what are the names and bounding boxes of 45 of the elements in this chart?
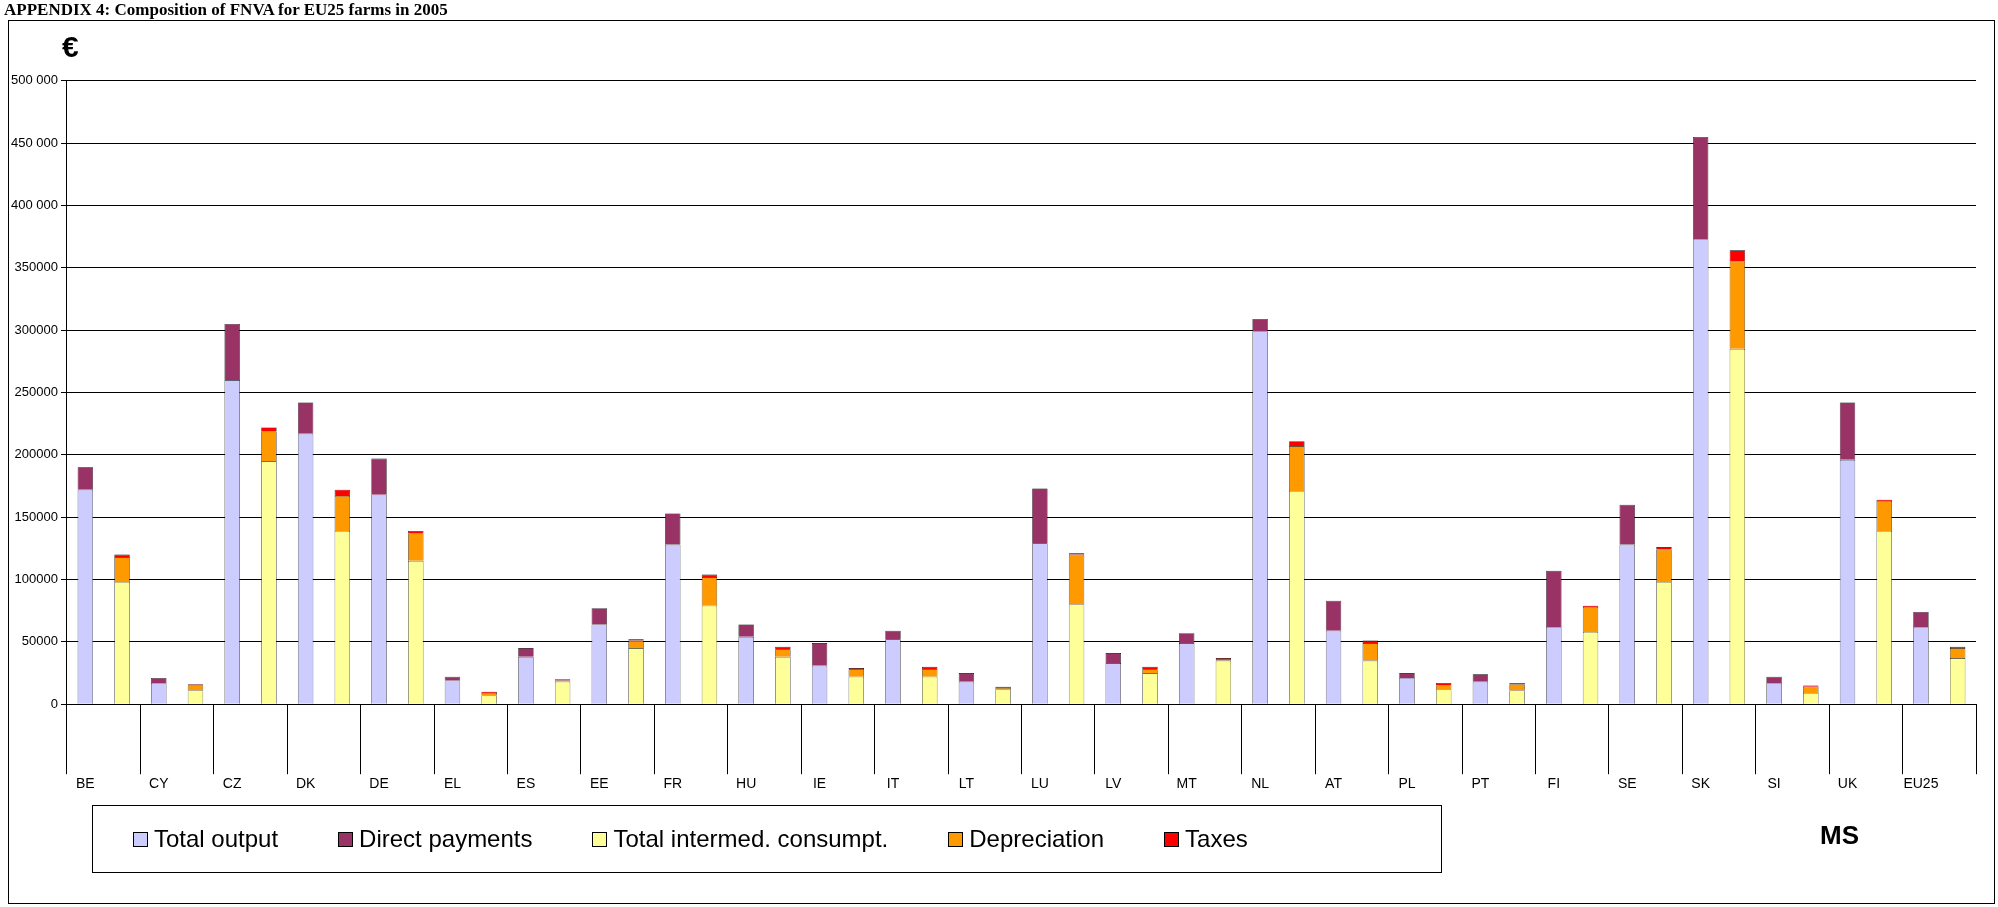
x-tick-label: UK bbox=[1837, 775, 1858, 792]
y-tick-label: 100000 bbox=[14, 571, 58, 587]
legend-label: Total intermed. consumpt. bbox=[613, 825, 889, 853]
y-tick-label: 300000 bbox=[14, 321, 58, 337]
legend-label: Depreciation bbox=[969, 825, 1105, 853]
y-tick-label: 400 000 bbox=[10, 197, 58, 213]
chart-title: APPENDIX 4: Composition of FNVA for EU25 farms in 2005 bbox=[4, 0, 448, 20]
x-tick-label: EU25 bbox=[1903, 775, 1939, 792]
y-tick-label: 250000 bbox=[14, 384, 58, 400]
x-tick-label: FR bbox=[663, 775, 683, 792]
x-tick-label: FI bbox=[1547, 775, 1561, 792]
x-tick-label: SI bbox=[1767, 775, 1781, 792]
y-tick-label: 450 000 bbox=[10, 134, 58, 150]
legend-label: Taxes bbox=[1185, 825, 1248, 853]
y-tick-label: 200000 bbox=[14, 446, 58, 462]
x-tick-label: CY bbox=[149, 775, 170, 792]
x-tick-label: IE bbox=[812, 775, 827, 792]
x-tick-label: CZ bbox=[222, 775, 242, 792]
y-tick-label: 350000 bbox=[14, 259, 58, 275]
x-tick-label: IT bbox=[886, 775, 900, 792]
x-axis-title: MS bbox=[1820, 820, 1859, 851]
x-tick-label: NL bbox=[1251, 775, 1270, 792]
y-tick-label: 500 000 bbox=[10, 72, 58, 88]
x-tick-label: DE bbox=[369, 775, 389, 792]
x-tick-label: EE bbox=[589, 775, 609, 792]
y-tick-label: 0 bbox=[50, 695, 58, 711]
y-tick-label: 50000 bbox=[21, 633, 58, 649]
x-tick-label: LT bbox=[958, 775, 975, 792]
x-tick-label: LV bbox=[1105, 775, 1122, 792]
x-tick-label: MT bbox=[1176, 775, 1198, 792]
y-axis-title: € bbox=[62, 30, 79, 64]
x-tick-label: DK bbox=[295, 775, 316, 792]
x-tick-label: ES bbox=[516, 775, 536, 792]
x-tick-label: LU bbox=[1030, 775, 1049, 792]
x-tick-label: AT bbox=[1325, 775, 1343, 792]
legend-label: Total output bbox=[154, 825, 279, 853]
x-tick-label: HU bbox=[736, 775, 757, 792]
x-tick-label: EL bbox=[443, 775, 462, 792]
legend-label: Direct payments bbox=[359, 825, 533, 853]
x-tick-label: SK bbox=[1691, 775, 1711, 792]
y-tick-label: 150000 bbox=[14, 508, 58, 524]
x-tick-label: SE bbox=[1617, 775, 1637, 792]
x-tick-label: BE bbox=[76, 775, 95, 792]
x-tick-label: PL bbox=[1398, 775, 1416, 792]
x-tick-label: PT bbox=[1471, 775, 1490, 792]
